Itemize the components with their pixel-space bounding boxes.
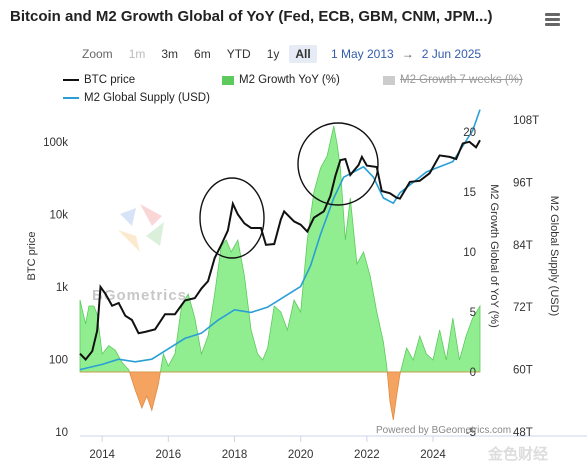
x-tick-label: 2022	[354, 449, 380, 461]
brand-watermark: 金色财经	[488, 446, 549, 463]
x-tick-label: 2018	[222, 449, 248, 461]
date-range: 1 May 2013 → 2 Jun 2025	[331, 47, 481, 61]
watermark-text: BGometrics	[92, 287, 188, 304]
m2-growth-axis-tick-label: 15	[463, 187, 476, 199]
m2-supply-axis-tick-label: 48T	[513, 427, 533, 439]
m2-supply-axis-tick-label: 72T	[513, 302, 533, 314]
m2-supply-legend-swatch	[63, 97, 79, 99]
btc-axis-tick-label: 100k	[43, 137, 68, 149]
btc-axis-tick-label: 10	[55, 427, 68, 439]
axes: 2014 2016 2018 2020 2022 2024101001k10k100k-5…	[26, 115, 587, 461]
legend-label-btc: BTC price	[84, 74, 136, 86]
x-tick-label: 2020	[288, 449, 314, 461]
bgeometrics-logo-watermark	[118, 204, 164, 252]
m2-growth-positive-area	[79, 125, 481, 373]
annotation-circle-2021	[297, 122, 379, 206]
m2-growth-axis-tick-label: 20	[463, 127, 476, 139]
btc-axis-tick-label: 10k	[49, 209, 68, 221]
legend-item-btc[interactable]: BTC price	[63, 74, 135, 86]
m2-supply-axis-title: M2 Global Supply (USD)	[548, 196, 560, 316]
m2-growth-axis-tick-label: 10	[463, 247, 476, 259]
m2-supply-series	[79, 109, 481, 371]
range-button-1m[interactable]: 1m	[128, 47, 146, 61]
legend-item-m2-growth-7w[interactable]: M2 Growth 7 weeks (%)	[383, 74, 523, 86]
m2-growth-axis-tick-label: -5	[466, 427, 476, 439]
m2-growth-7w-legend-swatch	[383, 75, 395, 85]
m2-growth-axis-tick-label: 0	[470, 367, 476, 379]
range-selector: Zoom 1m 3m 6m YTD 1y All	[82, 45, 321, 63]
m2-supply-axis-tick-label: 60T	[513, 365, 533, 377]
btc-axis-tick-label: 1k	[56, 282, 68, 294]
range-button-6m[interactable]: 6m	[194, 47, 211, 61]
m2-growth-negative-area	[80, 371, 480, 421]
range-button-all[interactable]: All	[289, 45, 317, 63]
m2-growth-axis-tick-label: 5	[470, 307, 476, 319]
btc-axis-tick-label: 100	[49, 354, 68, 366]
m2-supply-axis-tick-label: 96T	[513, 177, 533, 189]
x-tick-label: 2014	[89, 449, 115, 461]
btc-price-series	[79, 139, 481, 361]
x-tick-label: 2016	[156, 449, 182, 461]
legend-label-m2-growth-7w: M2 Growth 7 weeks (%)	[400, 74, 523, 86]
legend-item-m2-supply[interactable]: M2 Global Supply (USD)	[63, 92, 210, 104]
range-button-ytd[interactable]: YTD	[226, 47, 251, 61]
hamburger-menu-icon[interactable]	[545, 13, 560, 26]
btc-price-line	[79, 139, 481, 361]
chart-title: Bitcoin and M2 Growth Global of YoY (Fed…	[10, 8, 493, 25]
powered-by-credit[interactable]: Powered by BGeometrics.com	[376, 425, 512, 436]
m2-supply-axis-tick-label: 108T	[513, 115, 539, 127]
from-date-input[interactable]: 1 May 2013	[331, 47, 394, 61]
m2-growth-legend-swatch	[222, 75, 234, 85]
legend-label-m2-growth: M2 Growth YoY (%)	[239, 74, 340, 86]
m2-growth-axis-title: M2 Growth Global of YoY (%)	[488, 184, 500, 327]
x-tick-label: 2024	[420, 449, 446, 461]
m2-growth-area-series	[79, 125, 481, 421]
range-button-1y[interactable]: 1y	[266, 47, 280, 61]
m2-supply-axis-tick-label: 84T	[513, 240, 533, 252]
range-button-3m[interactable]: 3m	[161, 47, 179, 61]
legend-label-m2-supply: M2 Global Supply (USD)	[84, 92, 210, 104]
btc-legend-swatch	[63, 79, 79, 81]
m2-supply-line	[79, 109, 481, 371]
btc-axis-title: BTC price	[26, 232, 38, 281]
annotation-circle-2018	[199, 177, 265, 259]
zoom-label: Zoom	[82, 47, 113, 61]
annotations	[199, 122, 379, 259]
legend-item-m2-growth[interactable]: M2 Growth YoY (%)	[222, 74, 340, 86]
to-date-input[interactable]: 2 Jun 2025	[421, 47, 482, 61]
arrow-right-icon: →	[401, 47, 414, 61]
